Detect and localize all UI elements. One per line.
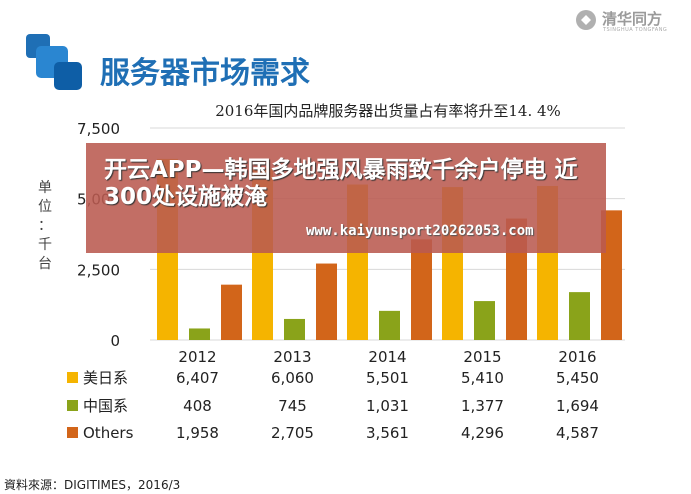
data-label: 1,958 — [176, 424, 219, 442]
data-label: 6,407 — [176, 369, 219, 387]
data-label: 5,450 — [556, 369, 599, 387]
bar-中国系-2012 — [189, 328, 210, 340]
data-label: 1,377 — [461, 397, 504, 415]
data-label: 2,705 — [271, 424, 314, 442]
y-tick-label: 7,500 — [77, 120, 120, 138]
data-label: 1,031 — [366, 397, 409, 415]
overlay-banner[interactable]: 开云APP—韩国多地强风暴雨致千余户停电 近300处设施被淹 www.kaiyu… — [86, 143, 606, 253]
logo-mark-icon — [576, 10, 596, 30]
data-label: 4,296 — [461, 424, 504, 442]
bar-中国系-2015 — [474, 301, 495, 340]
legend-swatch-Others — [67, 427, 78, 438]
bar-Others-2013 — [316, 263, 337, 340]
bar-Others-2014 — [411, 239, 432, 340]
y-tick-label: 2,500 — [77, 261, 120, 279]
y-axis-label-char: 位 — [38, 199, 52, 215]
bar-Others-2012 — [221, 284, 242, 340]
logo-subtitle: TSINGHUA TONGFANG — [603, 27, 668, 33]
x-tick-label: 2013 — [273, 348, 311, 366]
page-title: 服务器市场需求 — [100, 56, 310, 91]
x-tick-label: 2012 — [178, 348, 216, 366]
bar-中国系-2014 — [379, 310, 400, 340]
banner-url[interactable]: www.kaiyunsport20262053.com — [306, 223, 534, 239]
y-axis-label-char: 千 — [38, 237, 52, 253]
y-tick-label: 0 — [110, 332, 120, 350]
brand-logo: 清华同方 TSINGHUA TONGFANG — [575, 6, 685, 36]
legend-label: Others — [83, 424, 134, 442]
y-axis-label-char: ： — [38, 218, 52, 234]
data-label: 5,410 — [461, 369, 504, 387]
legend-swatch-美日系 — [67, 372, 78, 383]
data-label: 745 — [278, 397, 307, 415]
legend-label: 美日系 — [83, 369, 128, 387]
data-label: 1,694 — [556, 397, 599, 415]
bar-Others-2016 — [601, 210, 622, 340]
source-note: 資料來源：DIGITIMES，2016/3 — [4, 478, 181, 492]
banner-headline[interactable]: 开云APP—韩国多地强风暴雨致千余户停电 近300处设施被淹 — [104, 157, 578, 210]
data-label: 4,587 — [556, 424, 599, 442]
data-label: 3,561 — [366, 424, 409, 442]
bar-中国系-2016 — [569, 292, 590, 340]
data-label: 408 — [183, 397, 212, 415]
x-tick-label: 2015 — [463, 348, 501, 366]
data-label: 6,060 — [271, 369, 314, 387]
legend-label: 中国系 — [83, 397, 128, 415]
chart-title: 2016年国内品牌服务器出货量占有率将升至14. 4% — [215, 102, 561, 120]
logo-name: 清华同方 — [602, 10, 663, 28]
x-tick-label: 2014 — [368, 348, 406, 366]
title-squares-icon — [26, 34, 82, 90]
x-tick-label: 2016 — [558, 348, 596, 366]
data-label: 5,501 — [366, 369, 409, 387]
y-axis-label-char: 单 — [38, 180, 52, 196]
y-axis-label-char: 台 — [38, 256, 52, 272]
bar-中国系-2013 — [284, 318, 305, 340]
legend-swatch-中国系 — [67, 400, 78, 411]
